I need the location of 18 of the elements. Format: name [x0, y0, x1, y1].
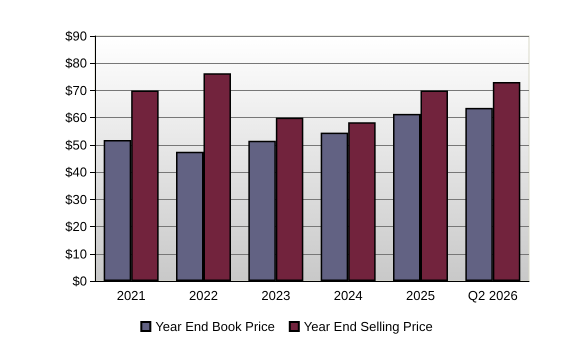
- y-tick-label: $30: [65, 192, 87, 207]
- legend-label: Year End Book Price: [155, 319, 275, 334]
- x-tick-label: 2021: [116, 288, 146, 303]
- y-tick-label: $40: [65, 164, 87, 180]
- legend-label: Year End Selling Price: [304, 319, 433, 334]
- x-tick-label: 2023: [261, 288, 290, 303]
- y-tick-label: $60: [65, 110, 87, 126]
- x-tick-label: Q2 2026: [468, 288, 518, 303]
- x-tick-label: 2022: [189, 288, 218, 303]
- x-tick-label: 2024: [334, 288, 363, 303]
- y-tick-label: $90: [65, 28, 87, 44]
- y-tick-label: $20: [65, 219, 87, 234]
- y-tick-label: $80: [65, 56, 87, 71]
- y-tick-label: $10: [65, 246, 87, 262]
- x-tick-label: 2025: [406, 288, 435, 303]
- y-tick-label: $0: [72, 274, 87, 288]
- y-tick-label: $70: [65, 82, 87, 98]
- y-tick-label: $50: [65, 137, 87, 152]
